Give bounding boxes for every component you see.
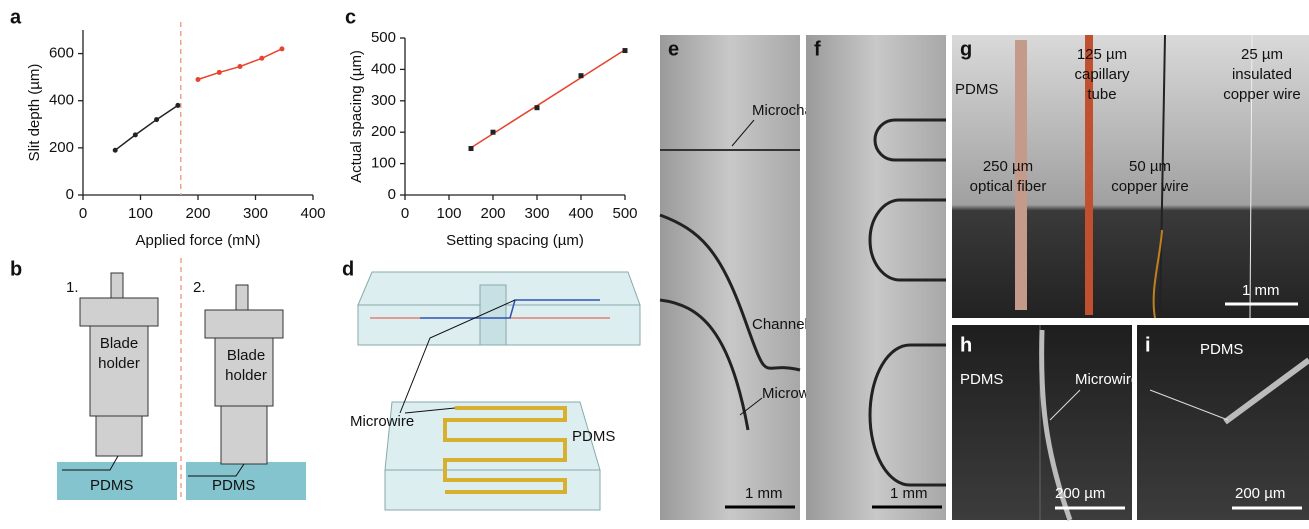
scale: 1 mm [745, 485, 783, 502]
label: holder [98, 355, 140, 372]
panel-letter: a [10, 6, 22, 28]
point [175, 103, 180, 108]
label: 250 µm [983, 158, 1033, 175]
point [491, 130, 496, 135]
x-tick-label: 300 [243, 205, 268, 222]
y-axis-label: Slit depth (µm) [26, 64, 43, 162]
y-tick-label: 400 [49, 92, 74, 109]
scale: 200 µm [1055, 485, 1105, 502]
point [113, 148, 118, 153]
point [469, 146, 474, 151]
label: Microwire [350, 413, 414, 430]
panel-f: f 1 mm [806, 35, 946, 520]
point [154, 117, 159, 122]
x-tick-label: 100 [128, 205, 153, 222]
x-tick-label: 0 [79, 205, 87, 222]
panel-letter: h [960, 334, 972, 356]
x-tick-label: 100 [436, 205, 461, 222]
scale: 200 µm [1235, 485, 1285, 502]
label: Blade [227, 347, 265, 364]
x-tick-label: 400 [568, 205, 593, 222]
label: PDMS [572, 428, 615, 445]
panel-letter: f [814, 38, 821, 60]
panel-letter: c [345, 6, 356, 28]
point [279, 46, 284, 51]
panel-h: h PDMS Microwires 200 µm [952, 325, 1147, 520]
point [259, 56, 264, 61]
point [133, 132, 138, 137]
series-line [115, 105, 178, 150]
label: PDMS [1200, 341, 1243, 358]
panel-i: i PDMS 200 µm [1137, 325, 1309, 520]
x-tick-label: 200 [185, 205, 210, 222]
label: PDMS [955, 81, 998, 98]
point [623, 48, 628, 53]
y-tick-label: 300 [371, 92, 396, 109]
label: PDMS [90, 477, 133, 494]
point [237, 64, 242, 69]
label: Microwires [1075, 371, 1147, 388]
label: optical fiber [970, 178, 1047, 195]
y-tick-label: 600 [49, 45, 74, 62]
label: insulated [1232, 66, 1292, 83]
panel-letter: g [960, 38, 972, 60]
panel-b: b 1. 2. Blade holder Blade holder PDMS P… [10, 258, 306, 500]
x-tick-label: 500 [612, 205, 637, 222]
label: capillary [1074, 66, 1130, 83]
y-tick-label: 500 [371, 29, 396, 46]
figure: b 1. 2. Blade holder Blade holder PDMS P… [0, 0, 1309, 524]
fiber [1015, 40, 1027, 310]
step: 1. [66, 279, 79, 296]
step: 2. [193, 279, 206, 296]
y-axis-label: Actual spacing (µm) [348, 50, 365, 183]
y-tick-label: 0 [66, 186, 74, 203]
y-tick-label: 0 [388, 186, 396, 203]
y-tick-label: 400 [371, 60, 396, 77]
panel-letter: e [668, 38, 679, 60]
label: 50 µm [1129, 158, 1171, 175]
x-tick-label: 300 [524, 205, 549, 222]
label: copper wire [1111, 178, 1189, 195]
label: copper wire [1223, 86, 1301, 103]
x-tick-label: 400 [300, 205, 325, 222]
label: Blade [100, 335, 138, 352]
label: holder [225, 367, 267, 384]
x-tick-label: 0 [401, 205, 409, 222]
panel-letter: i [1145, 334, 1151, 356]
point [579, 73, 584, 78]
label: tube [1087, 86, 1116, 103]
label: 125 µm [1077, 46, 1127, 63]
point [217, 70, 222, 75]
scale: 1 mm [890, 485, 928, 502]
label: PDMS [212, 477, 255, 494]
panel-d: d Microwire PDMS [342, 258, 640, 510]
channel [480, 285, 506, 345]
micrograph [806, 35, 946, 520]
y-tick-label: 200 [371, 123, 396, 140]
panel-letter: b [10, 258, 22, 280]
panel-letter: d [342, 258, 354, 280]
point [535, 105, 540, 110]
x-axis-label: Setting spacing (µm) [446, 232, 584, 249]
label: 25 µm [1241, 46, 1283, 63]
scale: 1 mm [1242, 282, 1280, 299]
x-tick-label: 200 [480, 205, 505, 222]
panel-g: g PDMS 125 µm capillary tube 25 µm insul… [952, 35, 1309, 318]
label: PDMS [960, 371, 1003, 388]
point [196, 77, 201, 82]
x-axis-label: Applied force (mN) [135, 232, 260, 249]
y-tick-label: 100 [371, 155, 396, 172]
y-tick-label: 200 [49, 139, 74, 156]
